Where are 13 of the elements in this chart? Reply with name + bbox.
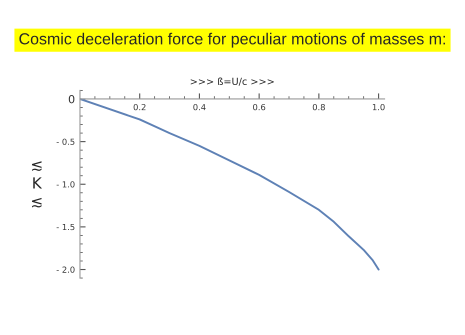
x-tick-label: 0.6 [253,104,266,110]
x-tick-label: 0.2 [134,104,146,110]
y-tick-label: - 1.5 [56,224,74,230]
x-tick-label: 0.4 [193,104,206,110]
y-tick-label: - 2.0 [56,266,75,273]
chart-title: Cosmic deceleration force for peculiar motions of masses m: [19,32,445,48]
x-axis-title: >>> ß=U/c >>> [190,78,274,86]
x-tick-label: 0.8 [312,104,325,110]
y-tick-label: 0 [68,94,74,104]
x-tick-label: 1.0 [372,104,385,110]
y-tick-label: - 0.5 [56,138,74,145]
y-axis-title: ≲ K ≲ [32,161,42,208]
y-tick-label: - 1.0 [56,181,75,188]
